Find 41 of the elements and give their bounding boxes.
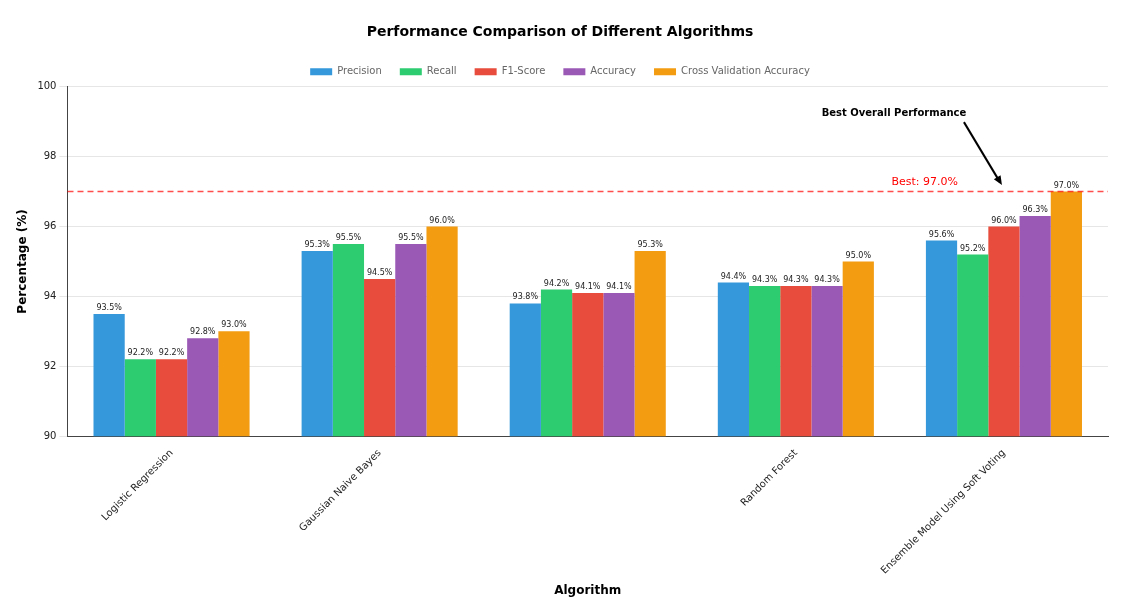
data-label: 95.5% (398, 233, 424, 243)
legend-label: F1-Score (501, 65, 546, 77)
y-tick-label: 92 (43, 359, 57, 371)
legend-label: Cross Validation Accuracy (681, 65, 810, 77)
data-label: 94.1% (606, 281, 633, 291)
y-tick-label: 100 (37, 80, 57, 92)
y-tick-label: 90 (43, 429, 57, 441)
legend-label: Recall (426, 65, 457, 77)
y-tick-label: 96 (43, 220, 57, 232)
data-label: 94.3% (783, 275, 809, 285)
data-label: 93.0% (221, 320, 248, 330)
y-tick-label: 94 (43, 290, 57, 301)
ref-line-label: Best: 97.0% (891, 174, 958, 188)
data-label: 95.0% (845, 250, 872, 260)
data-label: 94.5% (366, 268, 393, 278)
annotation: Best Overall Performance (821, 106, 967, 118)
legend-label: Accuracy (590, 65, 637, 77)
data-label: 94.3% (814, 275, 841, 285)
data-label: 93.8% (512, 292, 539, 302)
data-label: 92.8% (190, 327, 216, 337)
data-label: 92.2% (158, 348, 185, 358)
data-label: 93.5% (96, 302, 123, 312)
y-tick-label: 98 (43, 150, 57, 162)
data-label: 95.2% (960, 243, 986, 253)
chart-title: Performance Comparison of Different Algorithms (366, 23, 754, 40)
data-label: 94.3% (751, 275, 778, 285)
y-axis-title: Percentage (%) (15, 209, 30, 314)
data-label: 95.3% (304, 240, 331, 250)
data-label: 95.3% (637, 240, 664, 250)
data-label: 92.2% (127, 348, 154, 358)
data-label: 96.0% (991, 215, 1018, 225)
data-label: 95.5% (335, 233, 362, 243)
data-label: 95.6% (928, 229, 955, 239)
data-label: 96.3% (1022, 205, 1049, 215)
data-label: 96.0% (429, 215, 456, 225)
data-label: 94.1% (575, 281, 601, 291)
legend-label: Precision (337, 65, 382, 77)
data-label: 94.2% (543, 278, 570, 288)
data-label: 94.4% (720, 271, 747, 281)
x-axis-title: Algorithm (554, 582, 622, 597)
data-label: 97.0% (1053, 180, 1080, 190)
